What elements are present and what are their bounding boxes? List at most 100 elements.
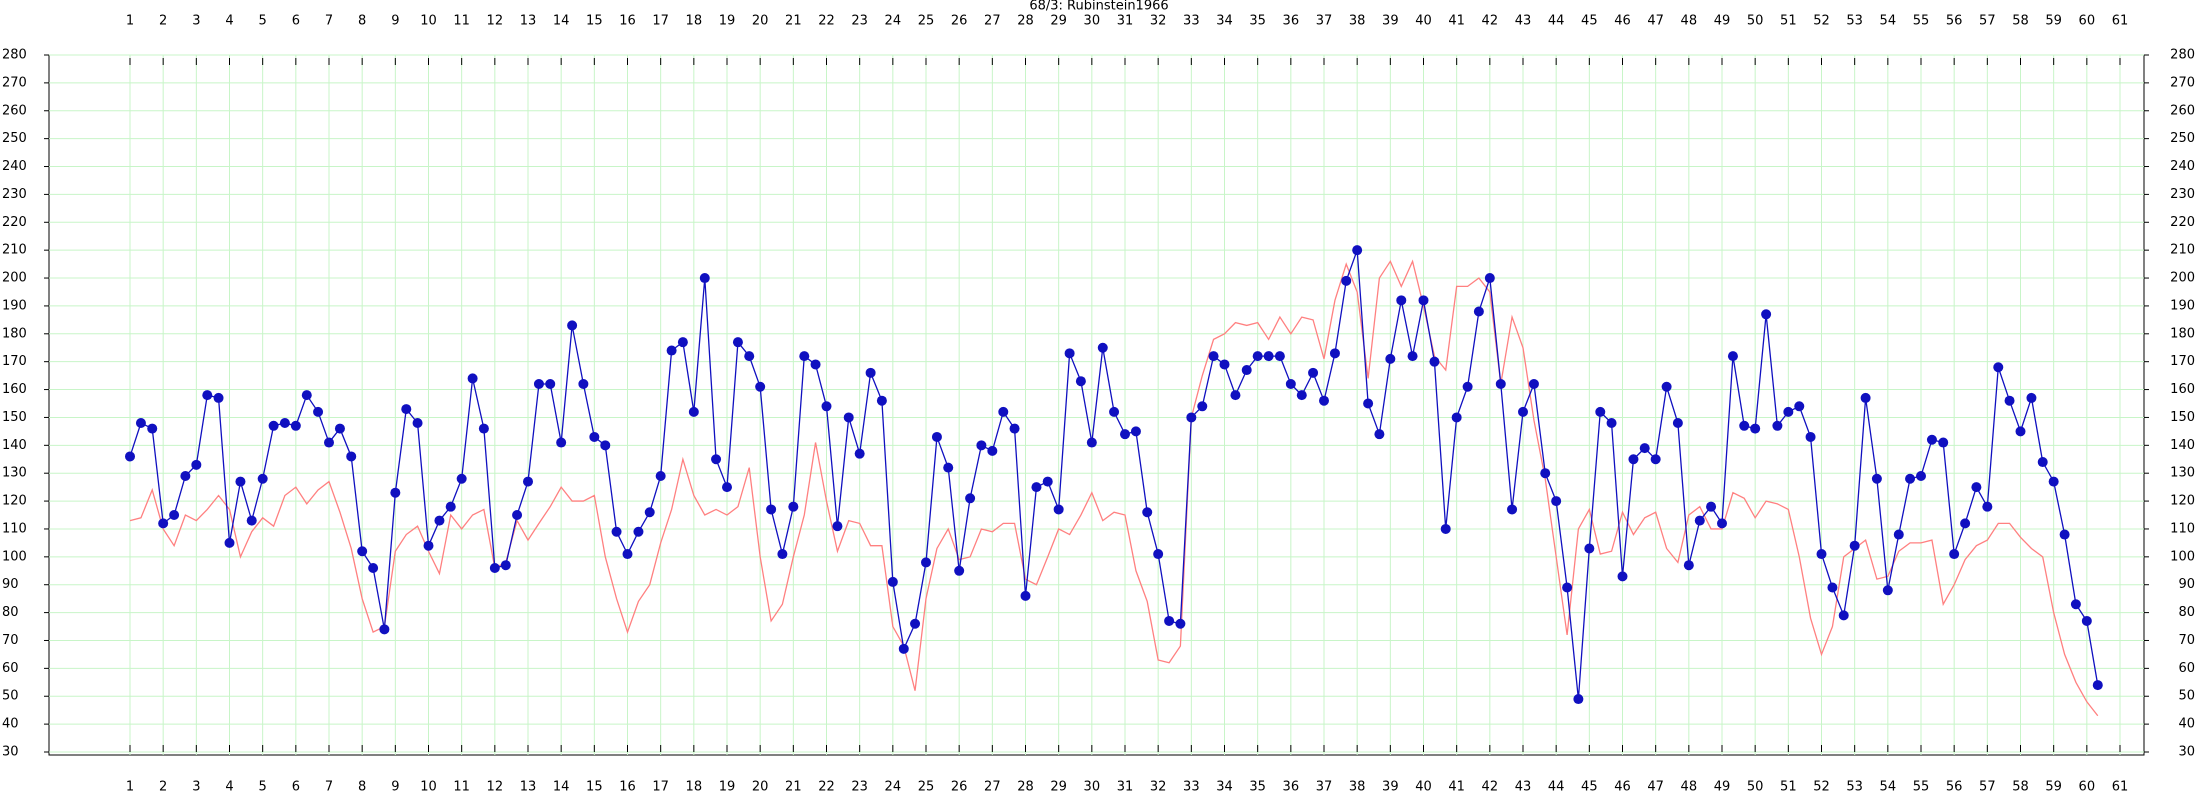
point	[854, 448, 865, 459]
point	[1893, 529, 1904, 540]
y-tick-label: 90	[2, 577, 19, 592]
x-tick-label: 11	[453, 14, 470, 29]
point	[910, 618, 921, 629]
point	[1584, 543, 1595, 554]
x-tick-label: 55	[1913, 780, 1930, 793]
y-tick-label: 200	[2, 271, 27, 286]
y2-tick-label: 230	[2170, 187, 2195, 202]
x-tick-label: 61	[2112, 780, 2129, 793]
y-tick-label: 210	[2, 243, 27, 258]
x-tick-label: 16	[619, 14, 636, 29]
point	[1772, 420, 1783, 431]
x-tick-label: 37	[1316, 14, 1333, 29]
y2-tick-label: 30	[2178, 745, 2195, 760]
x-tick-label: 53	[1846, 14, 1863, 29]
point	[423, 540, 434, 551]
point	[401, 404, 412, 415]
x-tick-label: 2	[159, 780, 167, 793]
point	[1319, 395, 1329, 406]
point	[135, 418, 146, 429]
point	[500, 560, 511, 571]
x-tick-label: 8	[358, 780, 366, 793]
x-tick-label: 38	[1349, 780, 1366, 793]
point	[1374, 429, 1385, 440]
point	[1064, 348, 1075, 359]
x-tick-label: 36	[1283, 14, 1300, 29]
x-tick-label: 60	[2079, 780, 2096, 793]
point	[213, 392, 224, 403]
x-tick-label: 44	[1548, 780, 1565, 793]
series-line	[129, 259, 2099, 717]
x-tick-label: 9	[391, 780, 399, 793]
x-tick-label: 1	[126, 14, 134, 29]
x-tick-label: 49	[1714, 14, 1731, 29]
point	[1871, 473, 1882, 484]
x-tick-label: 30	[1084, 780, 1101, 793]
x-tick-label: 48	[1681, 14, 1698, 29]
point	[622, 549, 633, 560]
x-tick-label: 34	[1216, 780, 1233, 793]
point	[379, 624, 390, 635]
point	[1230, 390, 1241, 401]
point	[1727, 351, 1738, 362]
point	[1197, 401, 1208, 412]
point	[1794, 401, 1805, 412]
point	[1175, 618, 1186, 629]
point	[1352, 245, 1363, 256]
y2-tick-label: 60	[2178, 661, 2195, 676]
y-tick-label: 190	[2, 298, 27, 313]
point	[1473, 306, 1484, 317]
point	[1507, 504, 1518, 515]
point	[1407, 351, 1418, 362]
point	[1429, 356, 1440, 367]
point	[368, 562, 379, 573]
point	[2070, 599, 2081, 610]
y2-tick-label: 50	[2178, 689, 2195, 704]
point	[147, 423, 158, 434]
x-tick-label: 28	[1017, 780, 1034, 793]
point	[191, 459, 202, 470]
point	[1363, 398, 1374, 409]
point	[2048, 476, 2059, 487]
point	[1805, 431, 1816, 442]
y-tick-label: 170	[2, 354, 27, 369]
point	[1086, 437, 1097, 448]
x-tick-label: 22	[818, 14, 835, 29]
point	[224, 537, 235, 548]
point	[290, 420, 301, 431]
point	[412, 418, 423, 429]
point	[1949, 549, 1960, 560]
x-tick-label: 22	[818, 780, 835, 793]
x-tick-label: 25	[918, 14, 935, 29]
point	[2026, 392, 2037, 403]
y2-tick-label: 40	[2178, 717, 2195, 732]
point	[998, 406, 1009, 417]
point	[1595, 406, 1606, 417]
point	[1739, 420, 1750, 431]
x-tick-label: 12	[487, 780, 504, 793]
point	[755, 381, 766, 392]
x-tick-label: 57	[1979, 14, 1996, 29]
point	[301, 390, 312, 401]
point	[1661, 381, 1672, 392]
point	[1153, 549, 1164, 560]
x-tick-label: 32	[1150, 780, 1167, 793]
point	[533, 378, 544, 389]
point	[1451, 412, 1462, 423]
x-tick-label: 20	[752, 14, 769, 29]
y2-tick-label: 100	[2170, 549, 2195, 564]
x-tick-label: 8	[358, 14, 366, 29]
point	[1960, 518, 1971, 529]
point	[1009, 423, 1020, 434]
point	[390, 487, 401, 498]
x-tick-label: 51	[1780, 14, 1797, 29]
point	[1606, 418, 1617, 429]
x-tick-label: 55	[1913, 14, 1930, 29]
point	[268, 420, 279, 431]
point	[1518, 406, 1528, 417]
x-tick-label: 3	[192, 14, 200, 29]
point	[1761, 309, 1772, 320]
point	[644, 507, 655, 518]
point	[1916, 470, 1926, 481]
x-tick-label: 6	[292, 14, 300, 29]
